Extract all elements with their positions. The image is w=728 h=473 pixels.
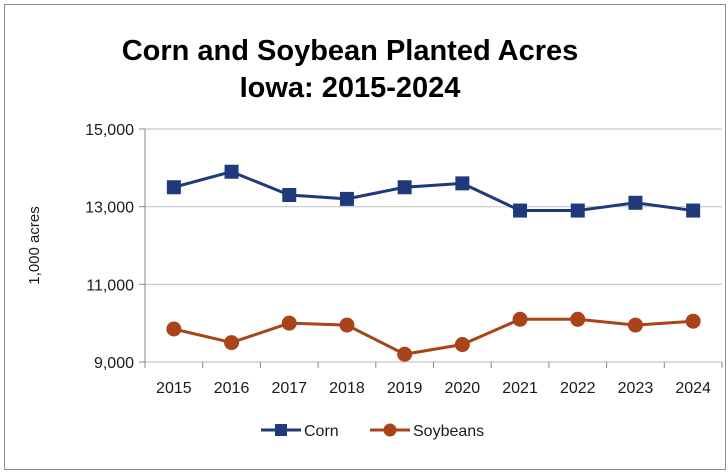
x-tick-label: 2021: [502, 380, 538, 397]
legend: Corn Soybeans: [261, 423, 484, 440]
x-axis-ticks: 2015 2016 2017 2018 2019 2020 2021 2022 2023 2024: [144, 362, 723, 397]
soybeans-point: [166, 321, 182, 337]
soybeans-point: [397, 346, 413, 362]
series-soybeans: [166, 311, 701, 362]
x-tick-label: 2015: [156, 380, 192, 397]
y-axis-label: 1,000 acres: [26, 206, 43, 284]
soybeans-point: [512, 311, 528, 327]
y-tick-label: 9,000: [94, 355, 134, 372]
legend-label: Corn: [304, 423, 339, 440]
legend-swatch-marker: [275, 424, 287, 436]
corn-point: [339, 191, 354, 206]
corn-point: [513, 203, 528, 218]
corn-point: [282, 188, 297, 203]
soybeans-point: [570, 311, 586, 327]
x-tick-label: 2020: [445, 380, 481, 397]
soybeans-point: [224, 335, 240, 351]
chart-title-line1: Corn and Soybean Planted Acres: [121, 35, 579, 67]
soybeans-point: [627, 317, 643, 333]
x-tick-label: 2023: [618, 380, 654, 397]
x-tick-label: 2016: [214, 380, 250, 397]
corn-line: [173, 170, 694, 213]
corn-point: [166, 180, 181, 195]
y-tick-label: 11,000: [86, 277, 134, 294]
chart-title: Corn and Soybean Planted Acres Iowa: 201…: [0, 33, 700, 107]
corn-point: [570, 203, 585, 218]
series-group: [166, 164, 701, 362]
y-tick-label: 13,000: [85, 200, 134, 217]
x-tick-label: 2018: [329, 380, 365, 397]
soybeans-point: [281, 315, 297, 331]
corn-point: [224, 164, 239, 179]
y-axis-ticks: 9,000 11,000 13,000 15,000: [85, 122, 134, 372]
corn-point: [397, 180, 412, 195]
legend-item-corn: Corn: [261, 423, 339, 440]
chart-frame: [4, 4, 726, 470]
legend-item-soybeans: Soybeans: [370, 423, 484, 440]
soybeans-line: [173, 317, 694, 356]
corn-point: [686, 203, 701, 218]
y-tick-label: 15,000: [85, 122, 134, 139]
chart-subtitle: Iowa: 2015-2024: [239, 72, 461, 104]
x-tick-label: 2022: [560, 380, 596, 397]
soybeans-point: [685, 313, 701, 329]
legend-label: Soybeans: [413, 423, 484, 440]
series-corn: [166, 164, 701, 218]
corn-point: [628, 195, 643, 210]
x-tick-label: 2024: [675, 380, 711, 397]
soybeans-point: [454, 337, 470, 353]
corn-point: [455, 176, 470, 191]
legend-swatch-marker: [383, 423, 397, 437]
x-tick-label: 2019: [387, 380, 423, 397]
soybeans-point: [339, 317, 355, 333]
x-tick-label: 2017: [271, 380, 307, 397]
